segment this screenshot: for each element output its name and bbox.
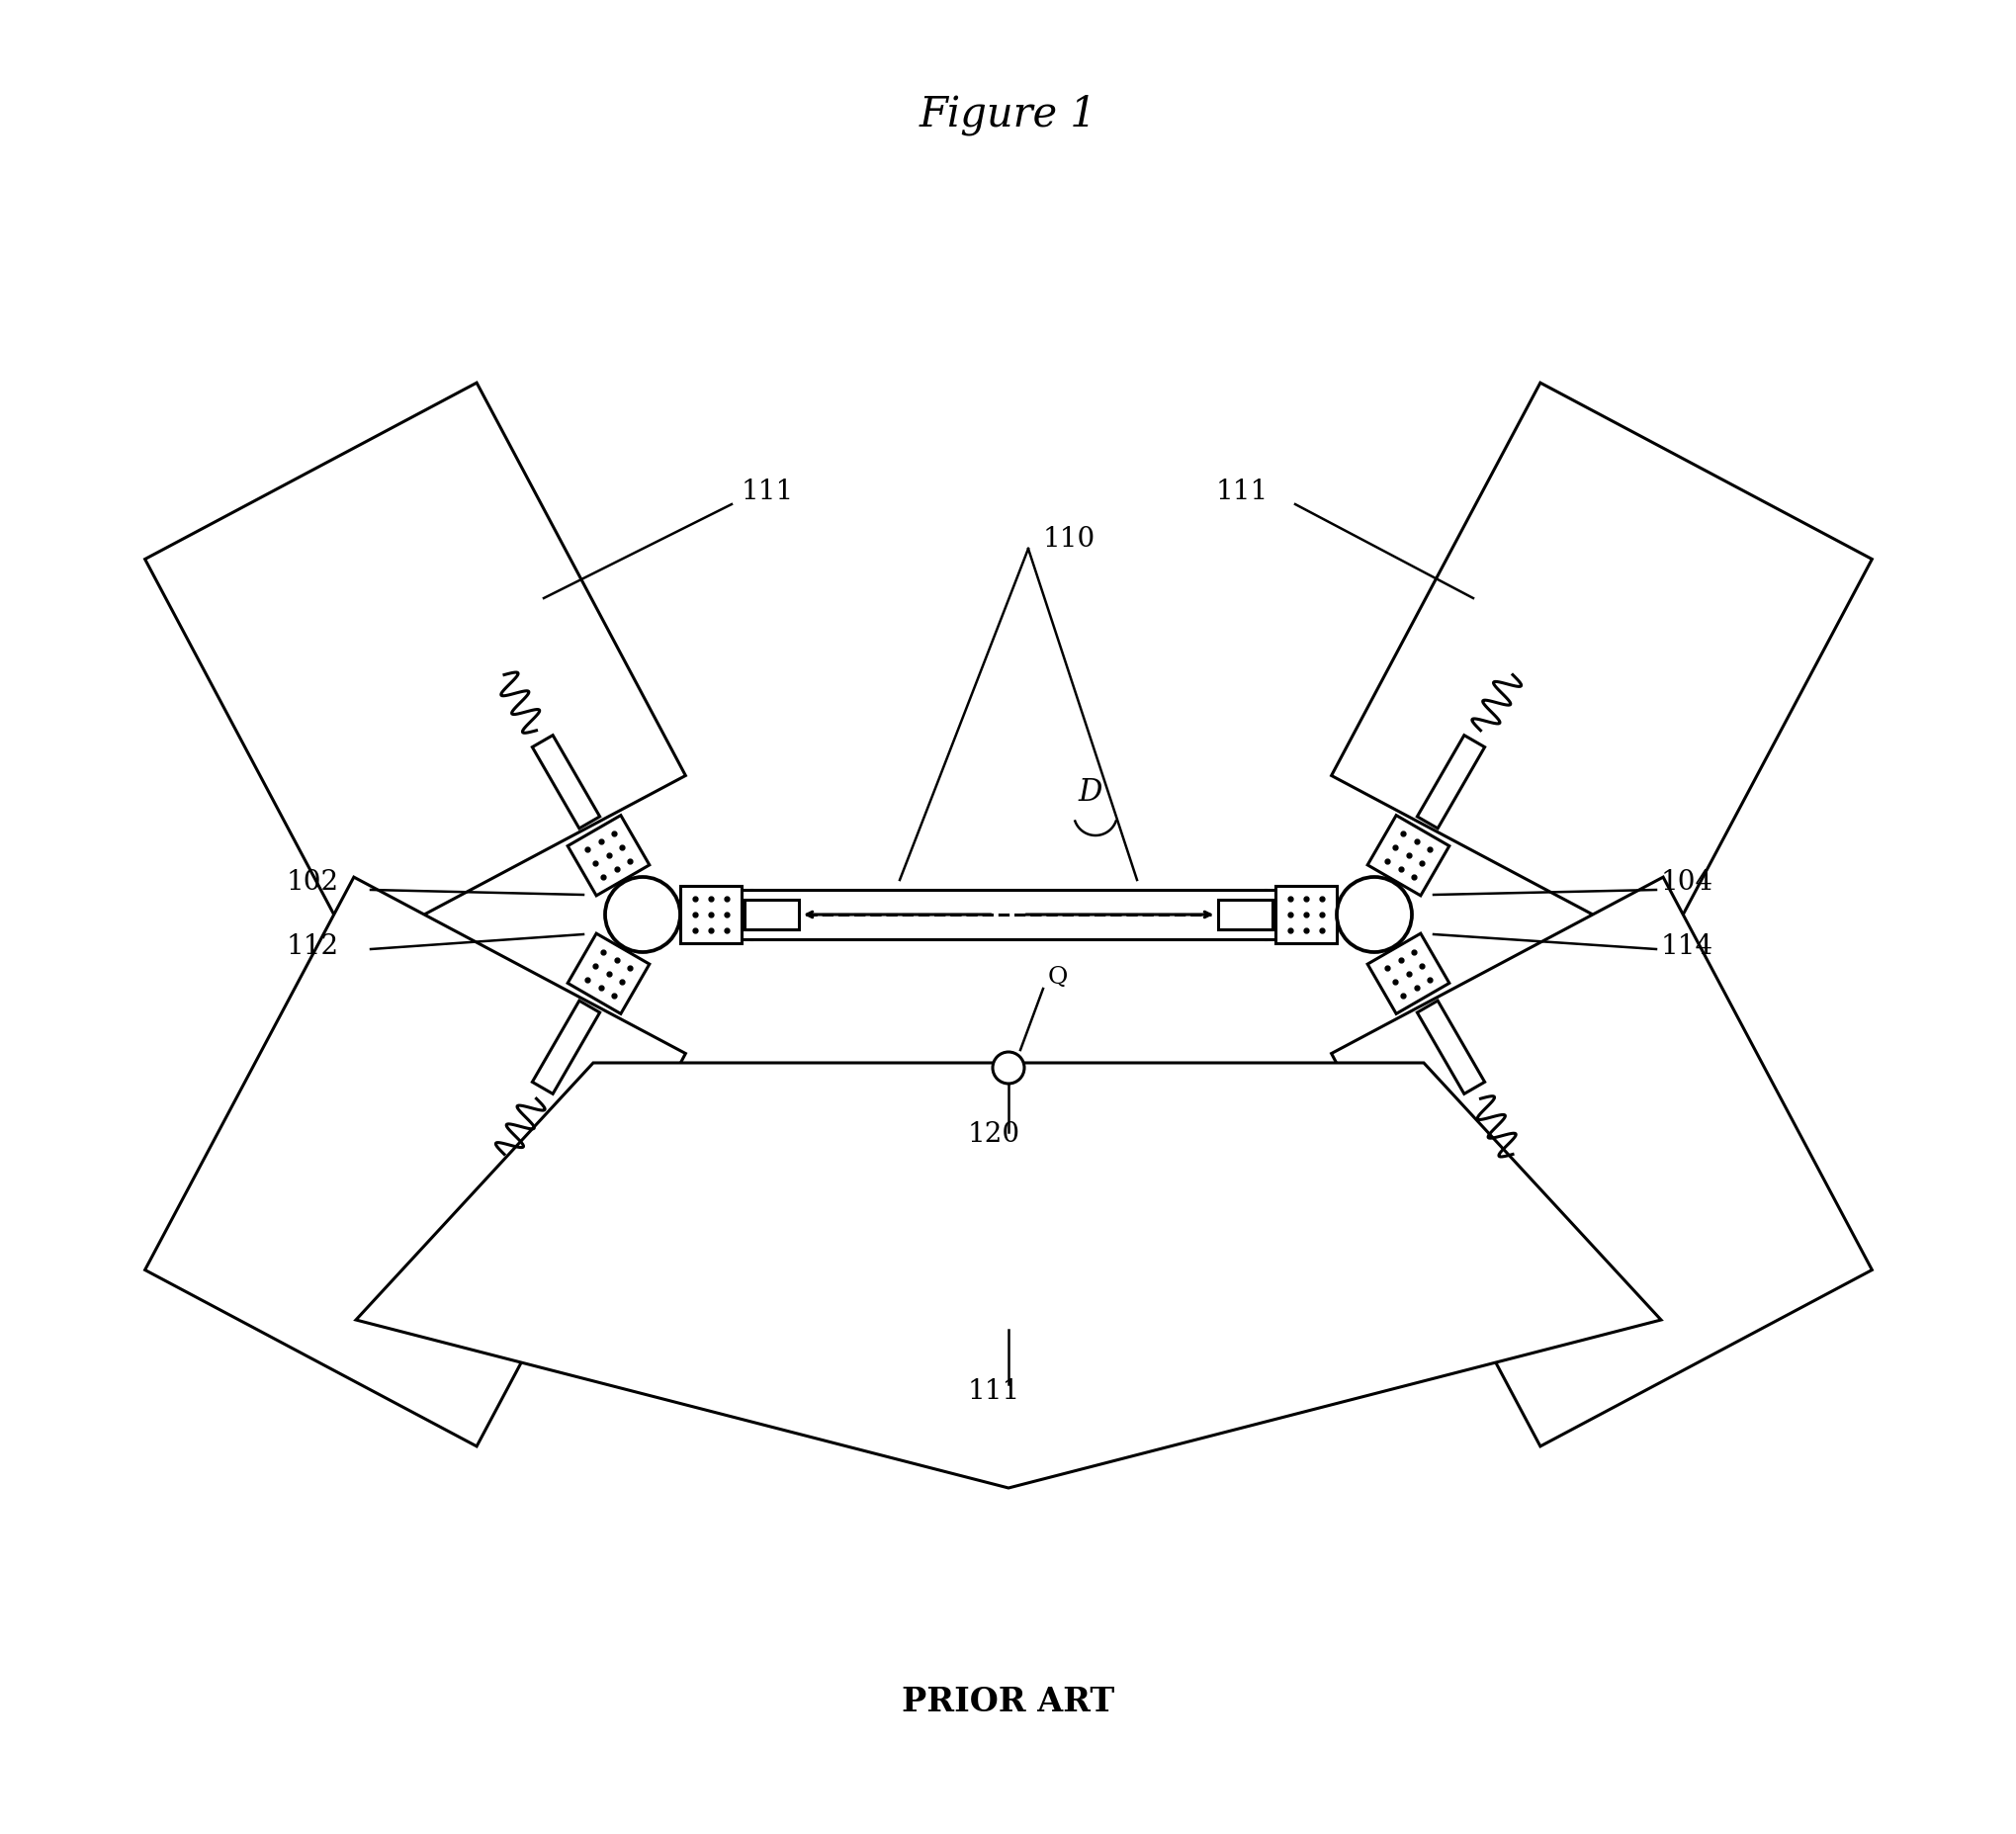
Text: 112: 112 [286, 934, 339, 959]
Polygon shape [1331, 877, 1871, 1447]
Text: 120: 120 [968, 1121, 1020, 1148]
Polygon shape [145, 877, 685, 1447]
Circle shape [605, 877, 679, 952]
Text: 111: 111 [968, 1377, 1020, 1405]
Text: D: D [1077, 778, 1101, 807]
Text: PRIOR ART: PRIOR ART [901, 1685, 1115, 1718]
Text: Q: Q [1048, 967, 1068, 989]
Polygon shape [566, 816, 649, 895]
Polygon shape [1367, 816, 1450, 895]
Polygon shape [1417, 735, 1484, 829]
Polygon shape [145, 383, 685, 952]
Circle shape [1337, 877, 1411, 952]
Text: 110: 110 [1042, 526, 1095, 552]
Polygon shape [679, 886, 742, 943]
Polygon shape [566, 934, 649, 1014]
Polygon shape [1218, 900, 1272, 930]
Text: 102: 102 [286, 869, 339, 895]
Polygon shape [532, 1001, 599, 1093]
Polygon shape [1417, 1001, 1484, 1093]
Text: 114: 114 [1661, 934, 1714, 959]
Polygon shape [355, 1064, 1661, 1487]
Circle shape [992, 1053, 1024, 1084]
Text: 111: 111 [742, 479, 794, 504]
Polygon shape [744, 900, 798, 930]
Polygon shape [1367, 934, 1450, 1014]
Polygon shape [1274, 886, 1337, 943]
Polygon shape [1331, 383, 1871, 952]
Polygon shape [532, 735, 599, 829]
Text: 104: 104 [1661, 869, 1714, 895]
Text: 111: 111 [1216, 479, 1268, 504]
Text: Figure 1: Figure 1 [919, 94, 1097, 136]
